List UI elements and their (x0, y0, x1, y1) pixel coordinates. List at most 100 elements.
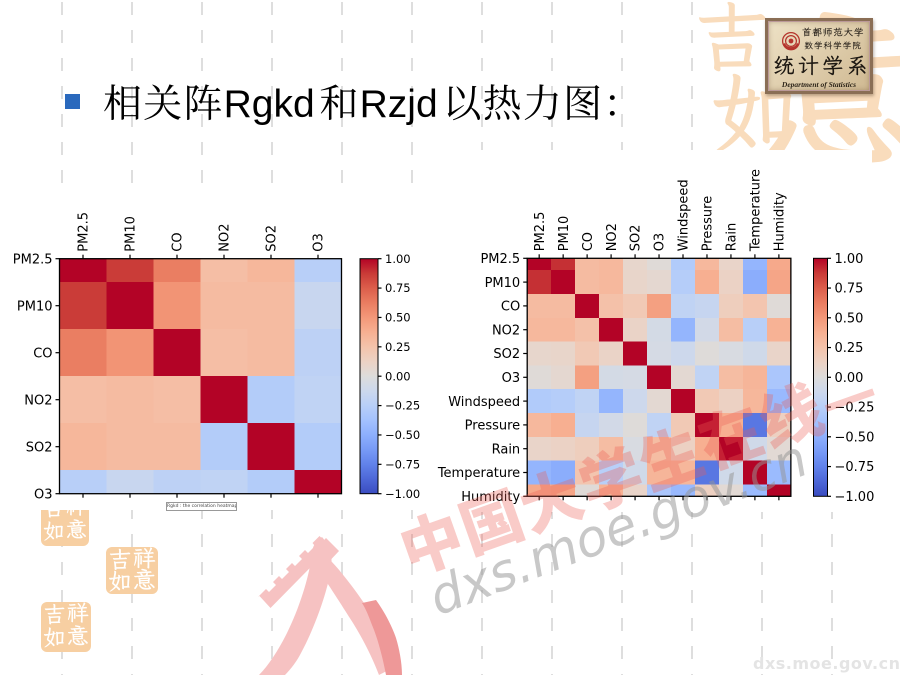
heatmap-cell (647, 341, 672, 366)
heatmap-cell (623, 258, 648, 271)
heatmap-cell (575, 460, 600, 485)
heatmap-cell (766, 258, 791, 271)
colorbar-label: −0.50 (835, 431, 875, 446)
heatmap-cell (623, 460, 648, 485)
heatmap-cell (153, 329, 201, 377)
heatmap-cell (623, 294, 648, 318)
corner-url-text: dxs.moe.gov.cn (753, 654, 900, 673)
heatmap-cell (200, 376, 248, 424)
heatmap-cell (766, 413, 791, 437)
y-axis-label: NO2 (492, 323, 520, 338)
heatmap-cell (742, 413, 767, 437)
heatmap-cell (599, 460, 624, 485)
heatmap-cell (694, 436, 719, 461)
heatmap-cell (527, 294, 552, 318)
y-axis-label: CO (501, 300, 520, 315)
heatmap-cell (575, 294, 600, 318)
y-axis-label: O3 (34, 487, 53, 502)
colorbar-label: 1.00 (835, 252, 864, 267)
y-axis-label: PM2.5 (13, 252, 53, 267)
heatmap-cell (742, 270, 767, 294)
y-axis-label: Rain (492, 442, 521, 457)
great-wall-logo-watermark (258, 536, 402, 675)
heatmap-cell (694, 365, 719, 390)
heatmap-cell (694, 484, 719, 497)
x-axis-label: CO (581, 232, 596, 251)
heatmap-cell (766, 270, 791, 294)
heatmap-cell (671, 258, 695, 271)
heatmap-cell (200, 282, 248, 330)
heatmap-cell (718, 258, 743, 271)
heatmap-cell (694, 258, 719, 271)
heatmap-cell (718, 484, 743, 497)
heatmap-cell (694, 341, 719, 366)
heatmap-cell (742, 317, 767, 342)
heatmap-cell (623, 389, 648, 413)
heatmap-cell (694, 270, 719, 294)
colorbar-label: 0.50 (385, 311, 411, 325)
heatmap-cell (551, 484, 576, 497)
colorbar-label: −0.25 (835, 401, 875, 416)
y-axis-label: Temperature (437, 466, 520, 481)
heatmap-cell (623, 436, 648, 461)
x-axis-label: PM10 (124, 216, 139, 252)
heatmap-cell (59, 329, 107, 377)
colorbar-label: 0.75 (385, 281, 411, 295)
heatmap-cell (551, 341, 576, 366)
heatmap-cell (623, 270, 648, 294)
heatmap-cell (647, 436, 672, 461)
heatmap-cell (742, 294, 767, 318)
x-axis-label: PM2.5 (77, 212, 92, 252)
heatmap-cell (247, 376, 295, 424)
colorbar-label: 0.00 (385, 369, 411, 383)
heatmap-cell (247, 423, 295, 471)
heatmap-cell (527, 258, 552, 271)
y-axis-label: O3 (502, 371, 521, 386)
heatmap-cell (647, 294, 672, 318)
heatmap-cell (247, 470, 295, 494)
heatmap-cell (671, 436, 695, 461)
heatmap-cell (742, 460, 767, 485)
heatmap-frame (58, 258, 343, 495)
heatmap-cell (742, 365, 767, 390)
heatmap-cell (623, 413, 648, 437)
x-axis-label: O3 (653, 233, 668, 252)
svg-text:Rzjd: Rzjd (360, 83, 438, 126)
y-axis-label: Windspeed (448, 395, 520, 410)
heatmap-cell (527, 413, 552, 437)
plaque-calligraphy (774, 27, 866, 76)
heatmap-cell (59, 282, 107, 330)
colorbar-label: −0.50 (385, 428, 420, 442)
heatmap-cell (599, 294, 624, 318)
heatmap-cell (106, 423, 154, 471)
heatmap-cell (247, 282, 295, 330)
x-axis-label: PM10 (557, 216, 572, 252)
heatmap-cell (671, 270, 695, 294)
heatmap-cell (742, 484, 767, 497)
heatmap-cell (718, 270, 743, 294)
page-title: Rgkd Rzjd (104, 83, 615, 126)
heatmap-cell (647, 270, 672, 294)
department-plaque: Department of Statistics 首都师范大学 数学科学学院 统… (765, 18, 873, 94)
left-heatmap-caption: Rgkd : the correlation heatmap result (166, 502, 237, 511)
heatmap-cell (551, 389, 576, 413)
colorbar-label: 0.00 (835, 371, 864, 386)
title-bullet-icon (65, 94, 80, 109)
y-axis-label: Humidity (461, 490, 520, 505)
heatmap-cell (294, 470, 342, 494)
x-axis-label: Rain (725, 223, 740, 252)
heatmap-cell (599, 413, 624, 437)
heatmap-cell (694, 389, 719, 413)
colorbar-label: −0.75 (385, 458, 420, 472)
heatmap-cell (106, 282, 154, 330)
heatmap-cell (718, 436, 743, 461)
y-axis-label: SO2 (26, 440, 53, 455)
heatmap-cell (575, 365, 600, 390)
heatmap-cell (59, 258, 107, 283)
heatmap-cell (153, 376, 201, 424)
heatmap-cell (527, 460, 552, 485)
heatmap-cell (623, 317, 648, 342)
heatmap-cell (527, 270, 552, 294)
